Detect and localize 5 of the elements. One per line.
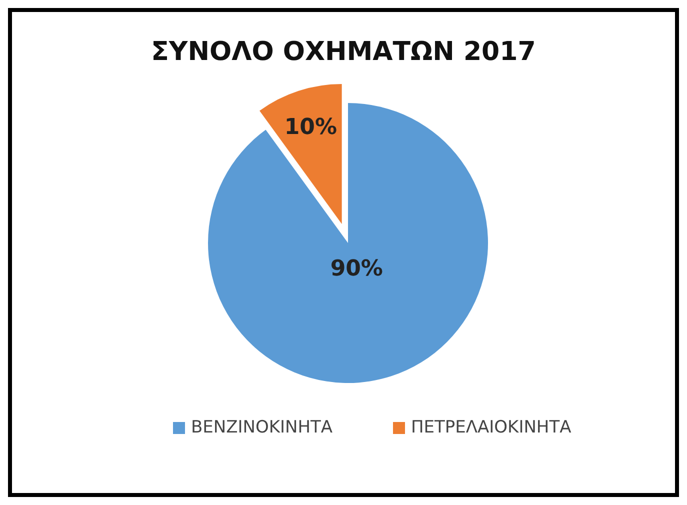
chart-title: ΣΥΝΟΛΟ ΟΧΗΜΑΤΩΝ 2017 xyxy=(151,37,536,67)
data-label: 90% xyxy=(330,256,383,282)
data-label: 10% xyxy=(284,115,338,140)
legend-label: ΒΕΝΖΙΝΟΚΙΝΗΤΑ xyxy=(191,418,333,438)
legend-label: ΠΕΤΡΕΛΑΙΟΚΙΝΗΤΑ xyxy=(411,418,572,438)
